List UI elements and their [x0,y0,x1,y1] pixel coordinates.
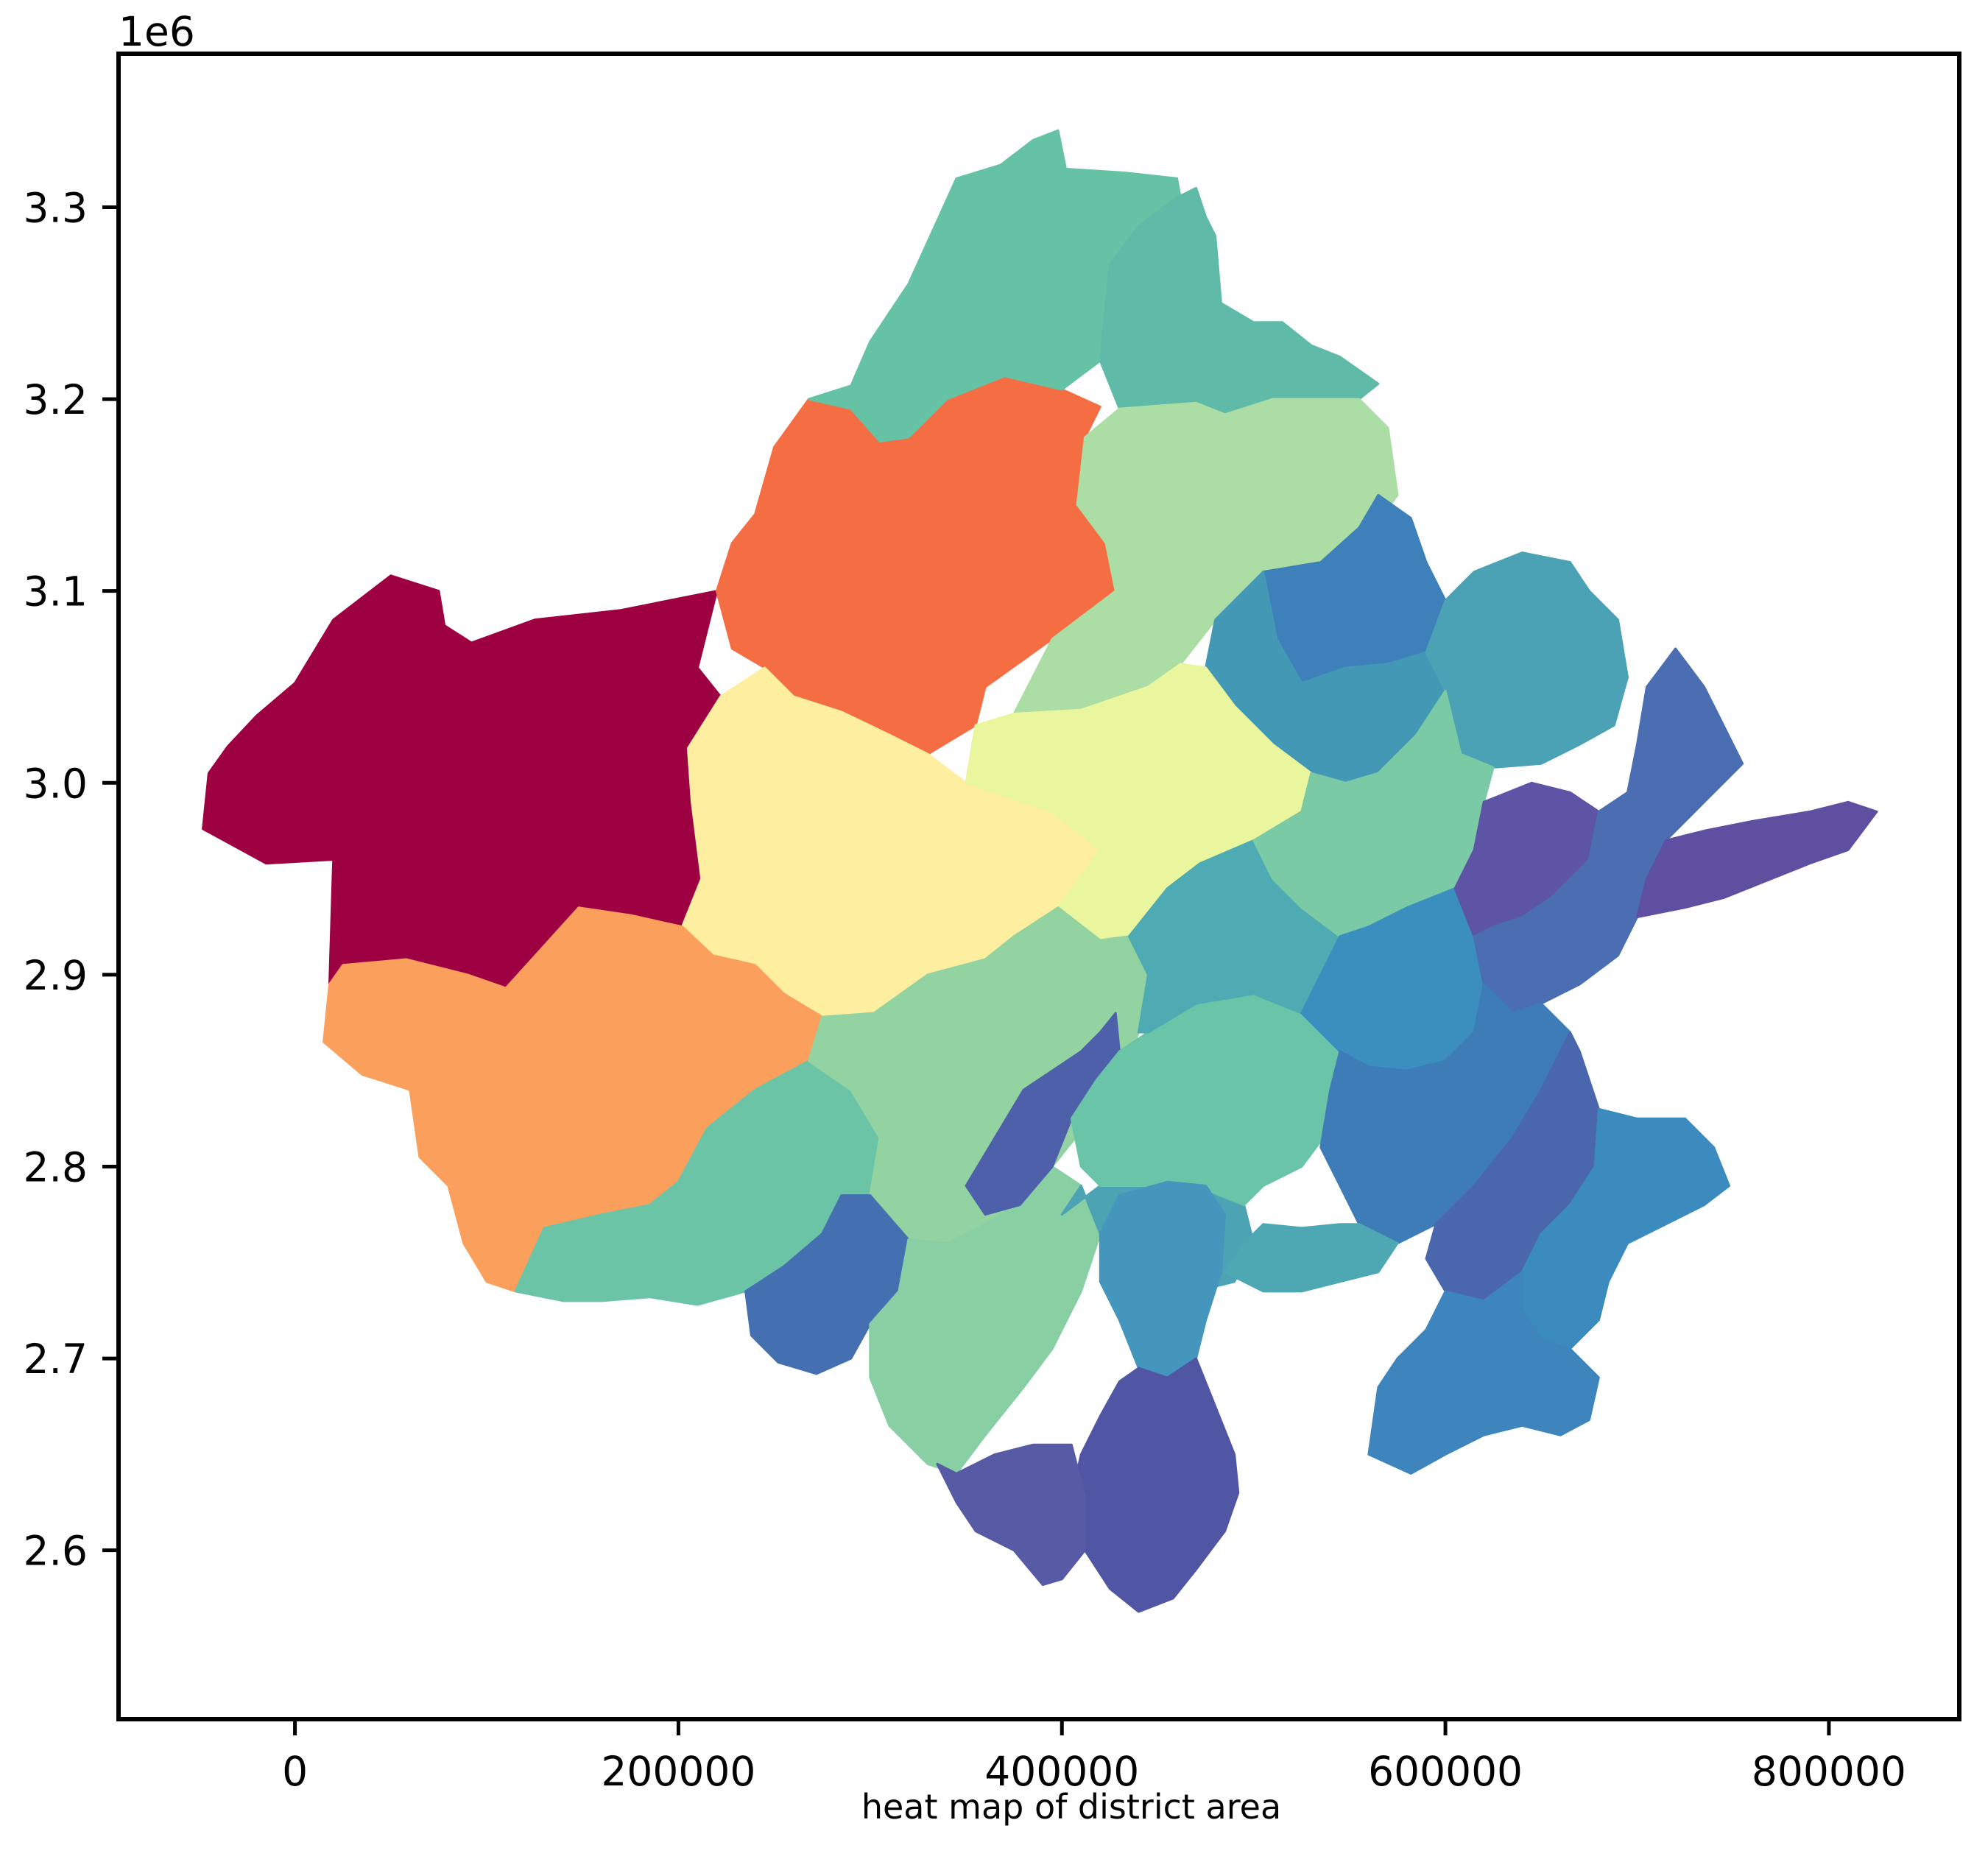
x-tick-label: 400000 [984,1748,1139,1795]
plot-frame [116,52,1961,1721]
district-d16 [965,1012,1121,1216]
district-d15 [869,1166,1101,1475]
y-tick-label: 3.0 [24,760,88,807]
district-d24 [1636,800,1878,919]
y-tick-label: 2.8 [24,1143,88,1191]
x-axis-ticks: 0 200000 400000 600000 800000 [282,1719,1906,1795]
x-axis-label: heat map of district area [861,1787,1281,1827]
y-tick-label: 3.2 [24,376,88,423]
y-axis-ticks: 2.6 2.7 2.8 2.9 3.0 3.1 3.2 3.3 [24,184,119,1575]
district-d20 [1252,689,1495,938]
x-tick-label: 0 [282,1748,308,1795]
x-tick-label: 200000 [601,1748,755,1795]
district-d30 [1099,1180,1227,1379]
district-d28 [1367,1271,1600,1475]
y-tick-label: 2.6 [24,1528,88,1575]
district-regions [202,129,1878,1613]
y-tick-label: 2.9 [24,952,88,999]
y-offset-label: 1e6 [119,8,195,55]
district-d23 [1473,647,1744,1015]
district-d32 [936,1443,1086,1587]
x-tick-label: 800000 [1752,1748,1906,1795]
y-tick-label: 2.7 [24,1336,88,1383]
y-tick-label: 3.1 [24,568,88,616]
y-tick-label: 3.3 [24,184,88,231]
district-d29 [1224,1223,1399,1293]
x-tick-label: 600000 [1368,1748,1523,1795]
